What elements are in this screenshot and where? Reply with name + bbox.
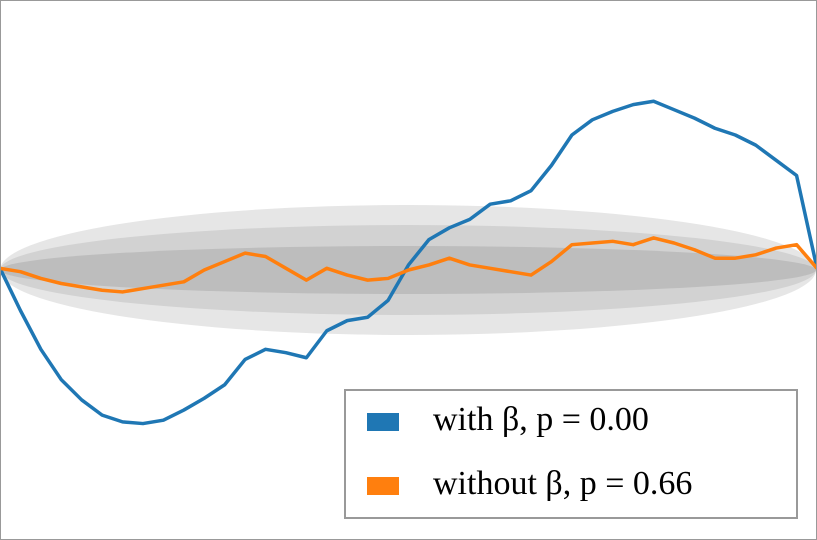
legend: with β, p = 0.00 without β, p = 0.66 bbox=[344, 389, 798, 519]
legend-swatch bbox=[367, 477, 399, 495]
legend-swatch bbox=[367, 413, 399, 431]
series-line bbox=[0, 236, 817, 294]
legend-label: with β, p = 0.00 bbox=[433, 401, 649, 438]
series-line bbox=[0, 99, 817, 426]
legend-box bbox=[344, 389, 798, 519]
legend-label: without β, p = 0.66 bbox=[433, 465, 692, 502]
